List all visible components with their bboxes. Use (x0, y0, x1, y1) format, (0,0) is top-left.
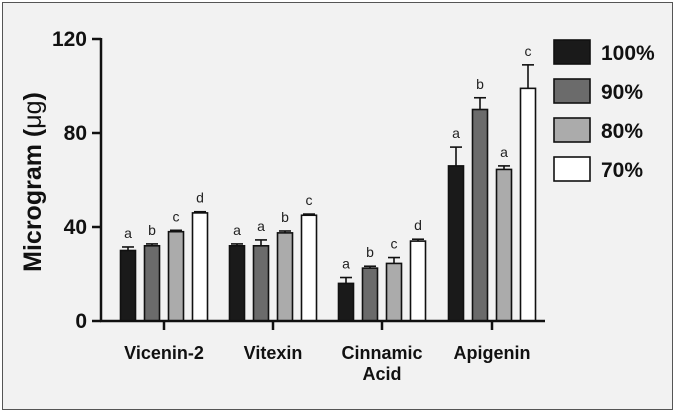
significance-letter: a (233, 222, 241, 238)
legend: 100% 90% 80% 70% (553, 39, 655, 182)
bar (519, 87, 537, 322)
significance-letter: c (391, 236, 398, 252)
bar (495, 168, 513, 322)
x-tick-label: Vicenin-2 (124, 343, 204, 363)
x-tick-label-line: Vicenin-2 (124, 343, 204, 363)
bar (447, 165, 465, 322)
significance-letter: b (281, 209, 289, 225)
y-axis-title: Microgram (μg) (19, 92, 47, 272)
x-tick-label: Cinnamic Acid (341, 343, 422, 384)
x-tick-label-line: Cinnamic (341, 343, 422, 363)
y-axis-title-close: ) (19, 92, 47, 100)
significance-letter: a (342, 256, 350, 272)
bar (228, 245, 246, 322)
legend-label: 90% (601, 81, 643, 104)
bar (409, 240, 427, 322)
legend-label: 80% (601, 120, 643, 143)
bar (252, 245, 270, 322)
x-ticks: Vicenin-2 Vitexin Cinnamic Acid Apigenin (124, 321, 531, 384)
y-axis-title-text: Microgram ( (19, 128, 47, 272)
legend-label: 100% (601, 42, 655, 65)
bar (143, 245, 161, 322)
x-tick-label: Vitexin (244, 343, 303, 363)
bar (119, 249, 137, 322)
x-tick-label: Apigenin (454, 343, 531, 363)
x-tick-label-line: Acid (362, 364, 401, 384)
x-tick-label-line: Vitexin (244, 343, 303, 363)
y-ticks: 0 40 80 120 (52, 28, 101, 333)
y-tick-label: 80 (64, 122, 87, 145)
y-tick-label: 0 (75, 310, 87, 333)
bar (471, 108, 489, 322)
legend-swatch (553, 78, 591, 104)
bar (191, 212, 209, 322)
significance-letter: c (306, 192, 313, 208)
bar (361, 267, 379, 322)
significance-letter: c (525, 43, 532, 59)
significance-letter: b (148, 222, 156, 238)
x-tick-label-line: Apigenin (454, 343, 531, 363)
legend-swatch (553, 39, 591, 65)
significance-letter: b (366, 244, 374, 260)
significance-letter: a (257, 218, 265, 234)
significance-letter: b (476, 76, 484, 92)
significance-letter: a (452, 125, 460, 141)
legend-label: 70% (601, 159, 643, 182)
significance-letter: d (414, 217, 422, 233)
significance-letter: a (124, 225, 132, 241)
y-axis-title-unit: μg (19, 100, 47, 128)
legend-swatch (553, 117, 591, 143)
legend-swatch (553, 156, 591, 182)
significance-letter: a (500, 144, 508, 160)
significance-letter: c (173, 208, 180, 224)
y-tick-label: 120 (52, 28, 87, 51)
bar (385, 262, 403, 322)
bar (276, 232, 294, 322)
bar (337, 282, 355, 322)
y-tick-label: 40 (64, 216, 87, 239)
significance-letter: d (196, 190, 204, 206)
bar (167, 230, 185, 322)
bar (300, 214, 318, 322)
